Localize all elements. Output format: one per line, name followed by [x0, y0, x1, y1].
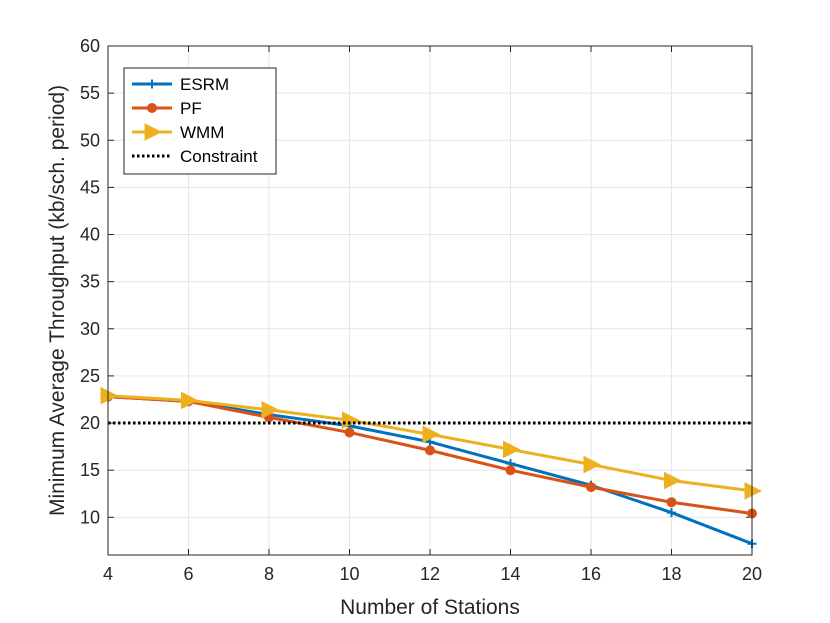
data-point-esrm	[667, 508, 676, 518]
y-tick-label: 15	[80, 460, 100, 480]
data-point-wmm	[422, 425, 441, 444]
x-tick-label: 6	[183, 564, 193, 584]
legend-item-esrm: ESRM	[132, 75, 229, 94]
y-tick-label: 10	[80, 507, 100, 527]
legend-label-esrm: ESRM	[180, 75, 229, 94]
data-point-wmm	[583, 455, 602, 474]
legend-label-pf: PF	[180, 99, 202, 118]
legend-item-wmm: WMM	[132, 123, 224, 142]
data-point-wmm	[744, 482, 763, 500]
y-tick-label: 45	[80, 177, 100, 197]
data-point-wmm	[664, 471, 682, 490]
series-layer	[100, 386, 763, 549]
data-point-wmm	[261, 401, 280, 419]
x-tick-label: 14	[500, 564, 520, 584]
legend-label-constraint: Constraint	[180, 147, 258, 166]
y-tick-label: 25	[80, 366, 100, 386]
legend-item-pf: PF	[132, 99, 202, 118]
x-tick-label: 4	[103, 564, 113, 584]
legend-label-wmm: WMM	[180, 123, 224, 142]
y-tick-label: 20	[80, 413, 100, 433]
axis-ticks: 4 6 8 10 12 14 16 18 20 10 15 20 25 30 35 40 45 50 55 60	[80, 36, 762, 584]
grid-lines	[108, 46, 752, 555]
data-point-pf	[586, 482, 596, 493]
y-axis-label: Minimum Average Throughput (kb/sch. peri…	[46, 85, 69, 516]
x-tick-label: 20	[742, 564, 762, 584]
series-wmm	[100, 386, 763, 500]
legend-marker-esrm	[147, 79, 157, 89]
x-tick-label: 18	[661, 564, 681, 584]
data-point-pf	[505, 465, 516, 476]
legend: ESRM PF WMM Constraint	[123, 67, 277, 175]
x-tick-label: 8	[264, 564, 274, 584]
series-pf	[103, 391, 757, 519]
data-point-pf	[344, 427, 355, 438]
y-tick-label: 35	[80, 272, 100, 292]
x-axis-label: Number of Stations	[340, 596, 520, 619]
data-point-wmm	[181, 391, 199, 410]
y-tick-label: 60	[80, 36, 100, 56]
legend-marker-wmm	[144, 123, 163, 141]
data-point-pf	[666, 497, 677, 508]
legend-item-constraint: Constraint	[132, 147, 258, 166]
y-tick-label: 40	[80, 225, 100, 245]
legend-marker-pf	[147, 103, 157, 113]
x-tick-label: 12	[420, 564, 440, 584]
x-tick-label: 16	[581, 564, 601, 584]
y-tick-label: 55	[80, 83, 100, 103]
y-tick-label: 30	[80, 319, 100, 339]
data-point-wmm	[100, 386, 119, 405]
plot-frame	[107, 45, 753, 556]
data-point-pf	[425, 445, 435, 456]
y-tick-label: 50	[80, 130, 100, 150]
data-point-wmm	[503, 440, 521, 459]
x-tick-label: 10	[339, 564, 359, 584]
